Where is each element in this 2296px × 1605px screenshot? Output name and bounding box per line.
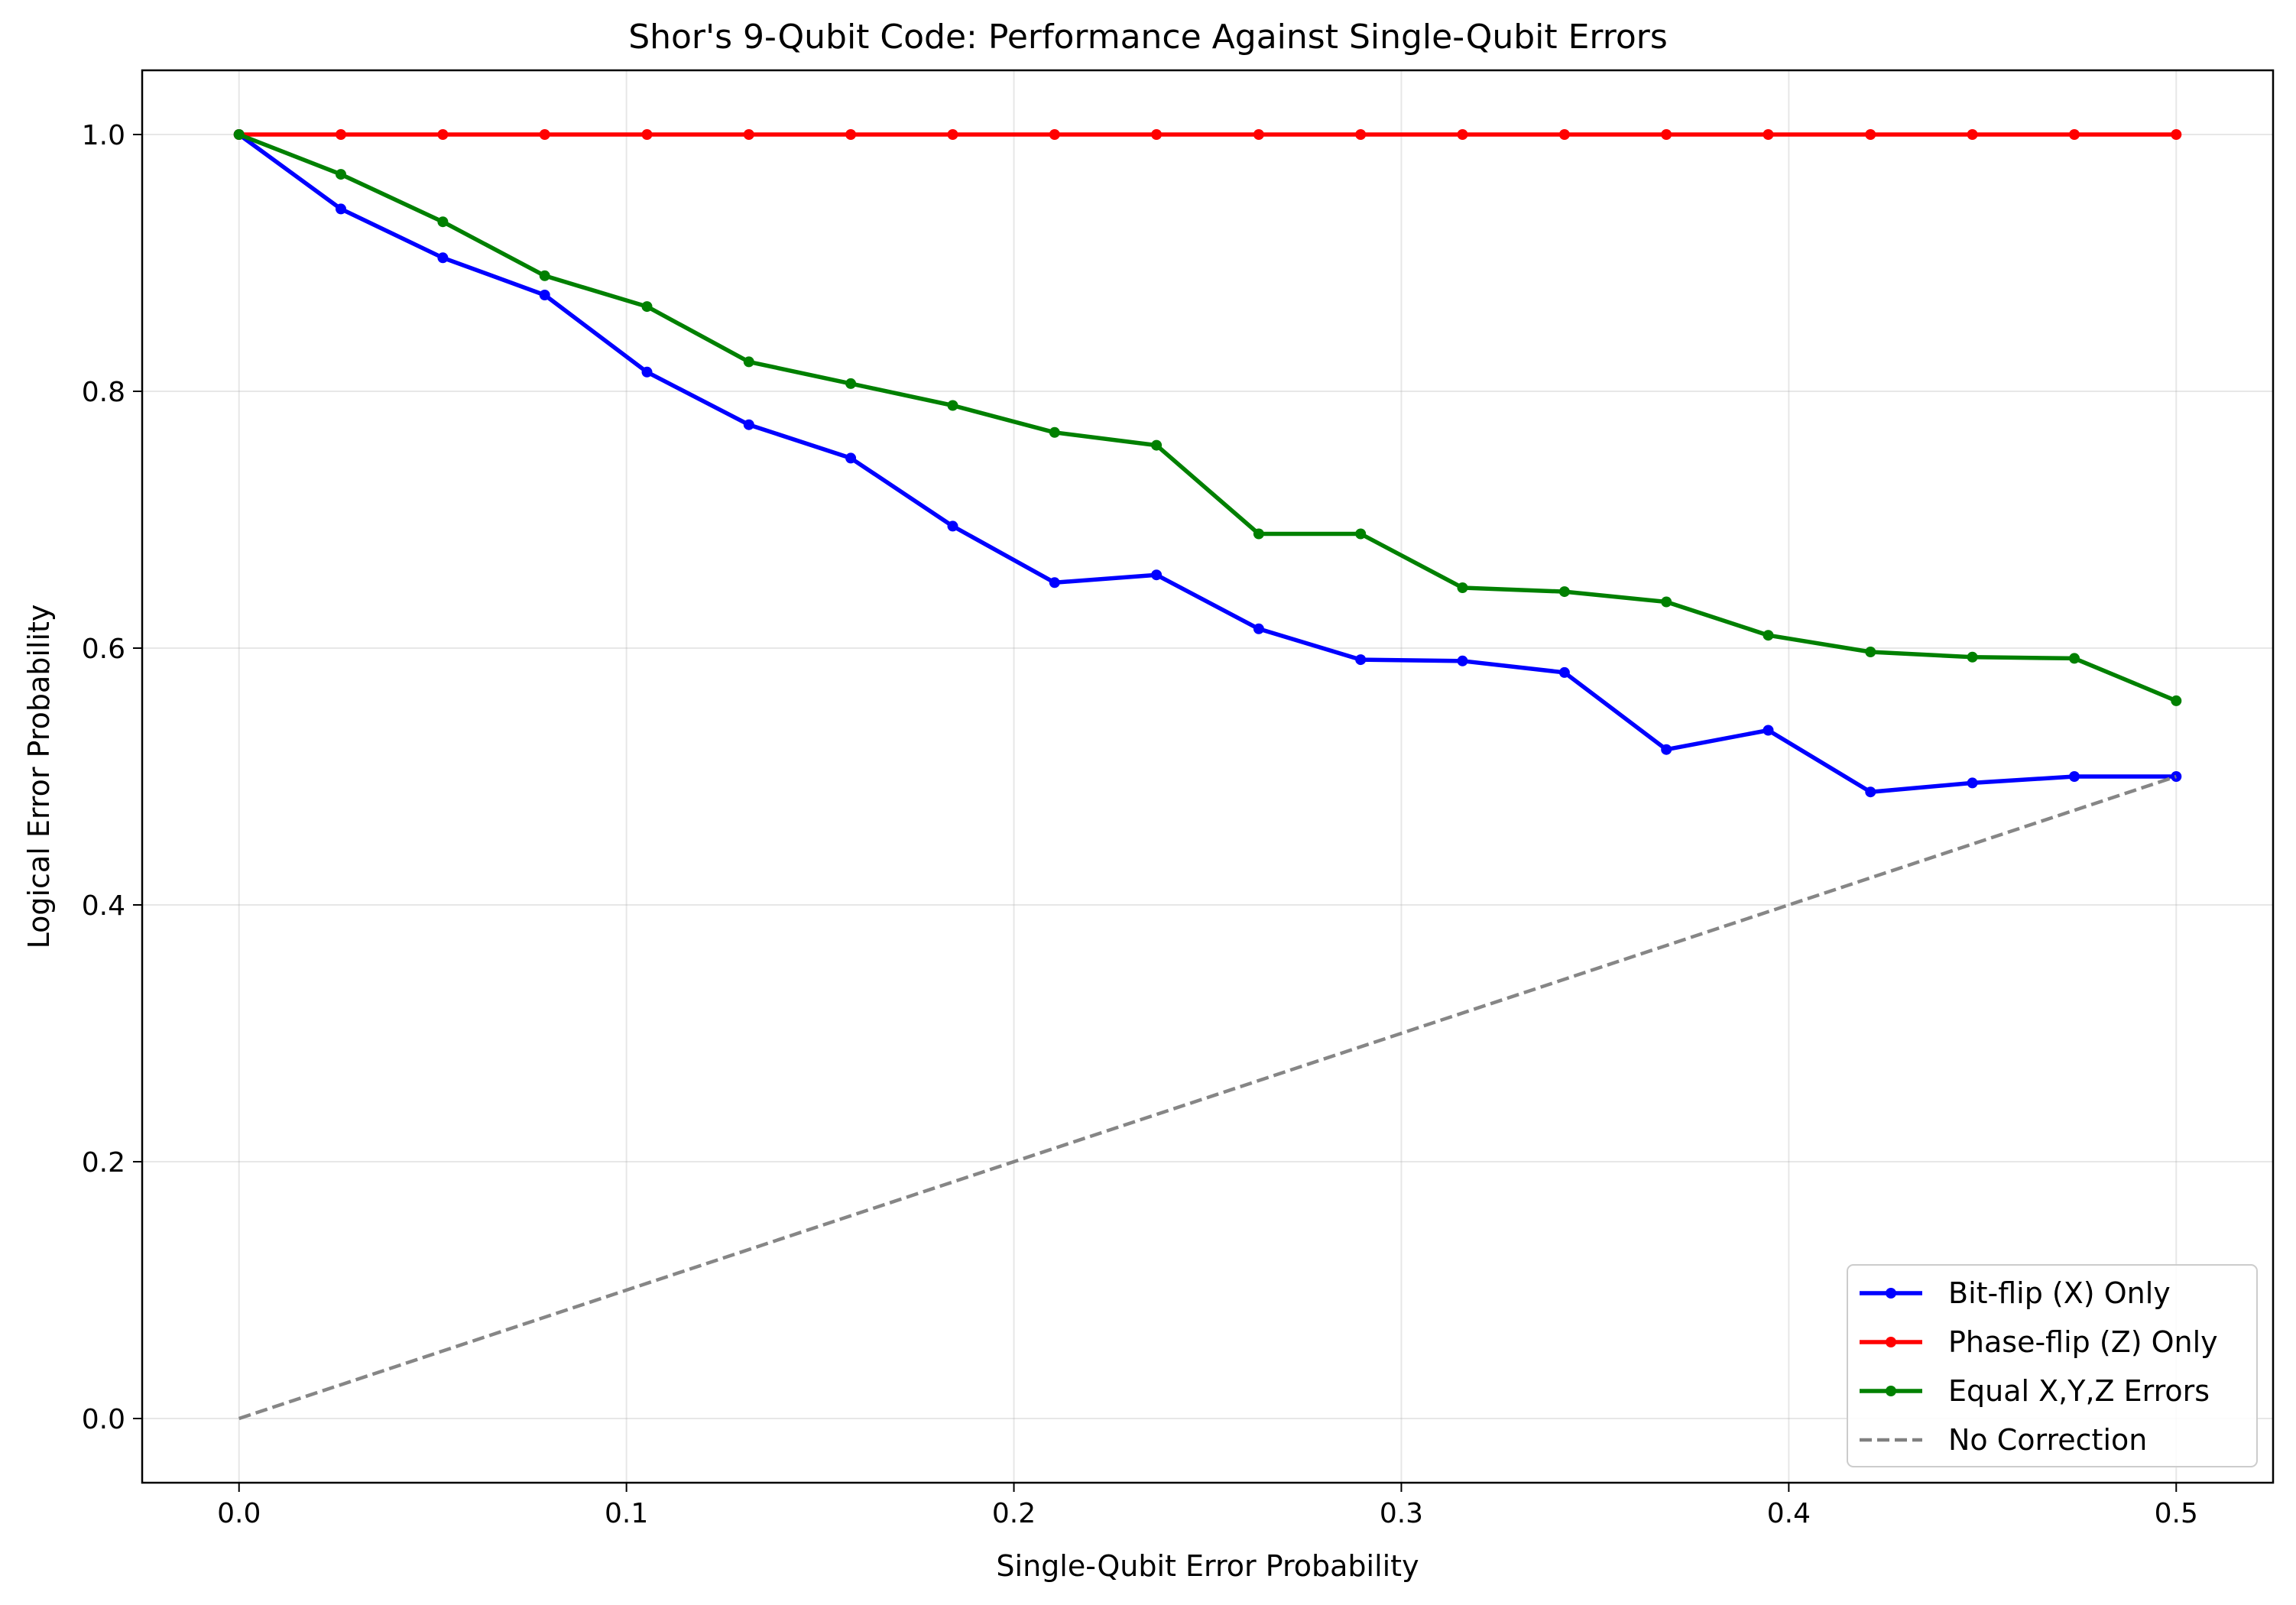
legend-entry: Phase-flip (Z) Only [1860,1325,2218,1359]
series-1-point [1558,129,1570,140]
series-2-point [947,400,958,411]
series-1-point [1661,129,1672,140]
series-2-point [1253,528,1264,540]
series-2-point [1661,596,1672,608]
series-2-line [238,132,2178,703]
series-1-point [539,129,550,140]
series-0-point [1151,569,1163,581]
series-0-point [2171,771,2182,782]
series-0-point [1457,655,1468,666]
series-0-point [1049,577,1060,588]
series-0-point [336,203,346,215]
series-2-point [1151,439,1163,451]
series-2-point [1763,630,1774,641]
legend: Bit-flip (X) Only Phase-flip (Z) Only Equa… [1847,1264,2258,1467]
series-2-point [539,270,550,281]
series-3-line [238,774,2178,1421]
series-0-point [1558,666,1570,678]
series-2-point [641,301,653,313]
x-axis-title: Single-Qubit Error Probability [996,1549,1419,1583]
y-tick-label: 0.0 [82,1404,125,1435]
legend-entry: Equal X,Y,Z Errors [1860,1374,2210,1408]
series-2-point [845,378,857,389]
series-0-point [947,520,958,532]
series-0-point [1355,654,1367,666]
legend-entry: Bit-flip (X) Only [1860,1276,2171,1310]
series-2-point [1049,426,1060,438]
series-1-point [437,129,449,140]
legend-label: Equal X,Y,Z Errors [1948,1374,2210,1408]
x-tick-label: 0.3 [1380,1498,1423,1529]
series-0-point [845,452,857,464]
series-1-point [336,129,346,140]
series-1-point [1967,129,1978,140]
series-2-group [233,129,2182,706]
series-1-point [743,129,754,140]
series-0-point [743,419,754,430]
series-2-point [1457,582,1468,593]
series-0-point [539,290,550,300]
x-tick-label: 0.0 [217,1498,261,1529]
series-0-point [1763,725,1774,736]
legend-label: Phase-flip (Z) Only [1948,1325,2218,1359]
series-1-point [1355,129,1367,140]
series-0-point [1967,777,1978,789]
legend-box [1847,1264,2258,1467]
series-1-point [2069,129,2080,140]
legend-label: No Correction [1948,1423,2147,1457]
grid-lines [142,70,2273,1483]
series-2-point [233,129,245,140]
series-1-point [1049,129,1060,140]
series-1-point [845,129,857,140]
series-2-point [1355,528,1367,540]
legend-entry: No Correction [1860,1423,2147,1457]
series-1-point [1151,129,1163,140]
legend-swatch-marker [1886,1386,1896,1396]
series-1-point [1865,129,1876,140]
series-0-point [641,366,653,378]
legend-swatch-marker [1886,1337,1896,1347]
series-1-point [947,129,958,140]
series-2-point [2171,695,2182,706]
y-tick-label: 0.2 [82,1147,125,1179]
series-2-point [743,356,754,368]
y-tick-label: 0.8 [82,377,125,408]
series-0-point [1865,786,1876,798]
series-1-point [2171,129,2182,140]
y-tick-label: 1.0 [82,120,125,151]
x-tick-label: 0.2 [992,1498,1036,1529]
y-tick-label: 0.4 [82,890,125,922]
legend-label: Bit-flip (X) Only [1948,1276,2171,1310]
series-0-point [437,252,449,264]
y-tick-label: 0.6 [82,634,125,665]
series-2-point [336,169,346,180]
series-1-point [1763,129,1774,140]
series-layer [233,129,2182,1421]
series-0-point [1661,744,1672,755]
axis-ticks: 0.0 0.1 0.2 0.3 0.4 0.5 0.0 0.2 0.4 0.6 0.8 1.0 [82,120,2198,1529]
legend-swatch-marker [1886,1288,1896,1299]
series-0-line [238,132,2177,794]
series-3-group [238,774,2178,1421]
x-tick-label: 0.5 [2155,1498,2198,1529]
chart-title: Shor's 9-Qubit Code: Performance Against… [628,18,1668,57]
series-0-point [2069,771,2080,782]
y-axis-title: Logical Error Probability [22,605,56,949]
series-1-point [1253,129,1264,140]
series-2-point [2069,653,2080,664]
series-0-point [1253,623,1264,634]
series-2-point [1558,586,1570,598]
series-1-point [641,129,653,140]
series-2-point [437,216,449,228]
series-1-point [1457,129,1468,140]
series-2-point [1865,647,1876,657]
plot-area-frame [141,69,2275,1484]
series-0-group [233,129,2182,798]
x-tick-label: 0.1 [605,1498,648,1529]
series-2-point [1967,651,1978,663]
x-tick-label: 0.4 [1767,1498,1811,1529]
